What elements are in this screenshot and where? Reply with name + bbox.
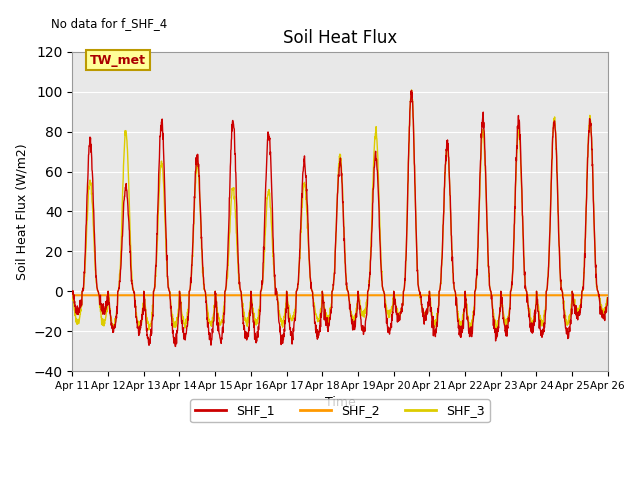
Text: TW_met: TW_met (90, 54, 147, 67)
Y-axis label: Soil Heat Flux (W/m2): Soil Heat Flux (W/m2) (15, 143, 28, 280)
X-axis label: Time: Time (324, 396, 355, 409)
Title: Soil Heat Flux: Soil Heat Flux (283, 29, 397, 48)
Legend: SHF_1, SHF_2, SHF_3: SHF_1, SHF_2, SHF_3 (190, 399, 490, 422)
Text: No data for f_SHF_4: No data for f_SHF_4 (51, 17, 168, 30)
